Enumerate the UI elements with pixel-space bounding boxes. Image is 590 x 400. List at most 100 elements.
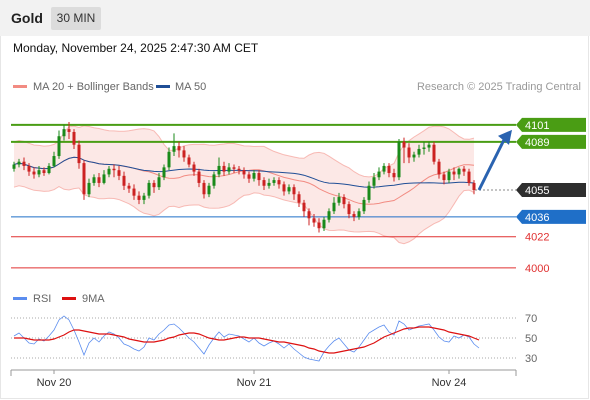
candle-body [387,165,391,174]
candle-body [342,197,346,205]
candle-body [352,214,356,217]
candle-body [12,164,16,169]
candle-body [412,154,416,158]
candle-body [357,211,361,217]
candle-body [132,188,136,196]
x-tick-label: Nov 21 [237,377,272,389]
candle-body [177,146,181,151]
candle-body [217,165,221,175]
candle-body [302,202,306,212]
legend-swatch-ma50 [156,85,170,88]
candle-body [437,161,441,175]
candle-body [92,177,96,183]
candle-body [172,146,176,152]
key-levels [11,123,516,269]
legend-swatch-9ma [62,297,76,300]
candle-body [67,129,71,132]
candle-body [47,165,51,174]
candle-body [107,168,111,175]
candle-body [142,195,146,200]
candle-body [372,177,376,186]
candle-body [337,197,341,203]
candle-body [222,165,226,172]
candle-body [422,147,426,149]
chart-frame [0,36,589,399]
candle-body [447,171,451,181]
candle-body [157,177,161,188]
rsi-line [13,315,480,362]
candle-body [82,163,86,195]
candle-body [307,211,311,219]
candle-body [32,171,36,175]
candle-body [272,180,276,183]
candlesticks [12,122,476,233]
trend-arrow [477,129,512,191]
main-legend: MA 20 + Bollinger Bands MA 50 Research ©… [13,81,581,93]
candle-body [317,222,321,229]
candle-body [277,180,281,185]
candle-body [442,174,446,181]
legend-swatch-rsi [13,297,27,300]
candle-body [122,175,126,186]
x-tick-label: Nov 20 [37,377,72,389]
candle-body [112,168,116,171]
bollinger-upper [13,125,475,178]
candle-body [312,218,316,223]
rsi-legend: RSI 9MA [13,293,105,305]
rsi-tick-50: 50 [525,333,537,345]
timeframe-button[interactable]: 30 MIN [51,7,101,30]
candle-body [232,167,236,169]
candle-body [162,167,166,178]
trend-arrow-head [498,129,512,145]
candle-body [257,173,261,181]
candle-body [167,151,171,168]
candle-body [77,144,81,164]
bollinger-lower [13,185,475,245]
level-tag-4055 [516,183,586,197]
x-tick-label: Nov 24 [432,377,467,389]
legend-swatch-bollinger [13,85,27,88]
legend-label-rsi: RSI [33,293,51,305]
level-labels: 4101 4089 4055 4036 4022 4000 [516,117,586,275]
candle-body [242,170,246,175]
rsi-tick-70: 70 [525,313,537,325]
candle-body [97,177,101,183]
candle-body [332,202,336,212]
candle-body [42,170,46,174]
candle-body [382,165,386,172]
candle-body [397,141,401,178]
instrument-title: Gold [11,10,43,26]
legend-label-ma50: MA 50 [175,81,206,93]
level-label-4036: 4036 [525,212,549,224]
candle-body [327,211,331,220]
candle-body [22,161,26,166]
legend-label-9ma: 9MA [82,293,105,305]
trend-arrow-shaft [477,137,507,191]
candle-body [227,167,231,172]
level-label-4089: 4089 [525,137,549,149]
chart-datetime: Monday, November 24, 2025 2:47:30 AM CET [13,41,259,55]
candle-body [432,144,436,162]
candle-body [192,164,196,172]
candle-body [297,194,301,203]
candle-body [182,150,186,158]
candle-body [457,168,461,175]
candle-body [417,148,421,155]
candle-body [207,185,211,195]
candle-body [407,147,411,158]
candle-body [27,165,31,172]
level-tag-4089 [516,134,586,149]
candle-body [62,129,66,137]
candle-body [102,174,106,183]
rsi-tick-30: 30 [525,353,537,365]
candle-body [252,173,256,179]
candle-body [472,182,476,190]
candle-body [187,157,191,165]
level-tag-4036 [516,209,586,224]
candle-body [377,171,381,178]
candle-body [262,180,266,186]
candle-body [467,171,471,183]
x-axis: Nov 20 Nov 21 Nov 24 [10,369,517,389]
candle-body [392,173,396,178]
rsi-panel: 70 50 30 [11,313,537,365]
